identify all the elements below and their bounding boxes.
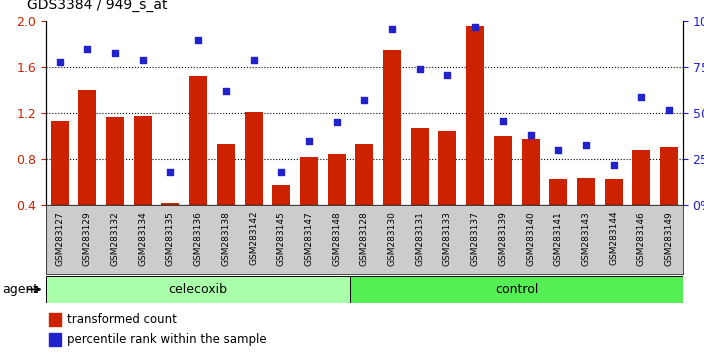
Point: [109, 50, 120, 55]
Text: GSM283143: GSM283143: [582, 211, 591, 266]
Bar: [327, 154, 346, 251]
Text: transformed count: transformed count: [67, 313, 177, 326]
Text: GSM283129: GSM283129: [83, 211, 92, 266]
Bar: [161, 203, 180, 251]
Point: [137, 57, 149, 63]
Bar: [383, 50, 401, 251]
Text: GSM283138: GSM283138: [221, 211, 230, 266]
Text: GSM283127: GSM283127: [55, 211, 64, 266]
Text: agent: agent: [2, 283, 38, 296]
Text: GSM283132: GSM283132: [111, 211, 120, 266]
Point: [663, 107, 674, 113]
Point: [608, 162, 620, 168]
Point: [192, 37, 203, 42]
Bar: [46, 276, 351, 303]
Bar: [466, 26, 484, 251]
Bar: [605, 179, 622, 251]
Point: [54, 59, 65, 64]
Text: GDS3384 / 949_s_at: GDS3384 / 949_s_at: [27, 0, 167, 12]
Bar: [272, 185, 290, 251]
Bar: [660, 147, 678, 251]
Bar: [522, 139, 539, 251]
Text: GSM283141: GSM283141: [554, 211, 562, 266]
Bar: [351, 276, 683, 303]
Text: GSM283149: GSM283149: [665, 211, 674, 266]
Text: GSM283146: GSM283146: [637, 211, 646, 266]
Bar: [78, 90, 96, 251]
Text: GSM283134: GSM283134: [138, 211, 147, 266]
Bar: [49, 313, 61, 326]
Point: [553, 147, 564, 153]
Bar: [134, 115, 152, 251]
Bar: [494, 136, 512, 251]
Bar: [300, 157, 318, 251]
Bar: [51, 121, 68, 251]
Text: GSM283130: GSM283130: [387, 211, 396, 266]
Text: GSM283137: GSM283137: [470, 211, 479, 266]
Bar: [410, 128, 429, 251]
Text: GSM283133: GSM283133: [443, 211, 452, 266]
Text: GSM283148: GSM283148: [332, 211, 341, 266]
Point: [82, 46, 93, 52]
Point: [414, 66, 425, 72]
Bar: [356, 144, 373, 251]
Bar: [106, 117, 124, 251]
Text: GSM283142: GSM283142: [249, 211, 258, 266]
Bar: [577, 178, 595, 251]
Bar: [549, 179, 567, 251]
Text: GSM283147: GSM283147: [304, 211, 313, 266]
Point: [525, 132, 536, 138]
Text: percentile rank within the sample: percentile rank within the sample: [67, 333, 266, 346]
Bar: [189, 76, 207, 251]
Point: [580, 142, 591, 147]
Text: celecoxib: celecoxib: [169, 283, 227, 296]
Bar: [632, 150, 650, 251]
Point: [303, 138, 315, 144]
Bar: [217, 144, 235, 251]
Point: [358, 98, 370, 103]
Point: [386, 26, 398, 32]
Bar: [244, 112, 263, 251]
Text: GSM283144: GSM283144: [609, 211, 618, 266]
Text: GSM283136: GSM283136: [194, 211, 203, 266]
Text: GSM283128: GSM283128: [360, 211, 369, 266]
Text: GSM283139: GSM283139: [498, 211, 508, 266]
Text: control: control: [495, 283, 539, 296]
Text: GSM283140: GSM283140: [526, 211, 535, 266]
Text: GSM283131: GSM283131: [415, 211, 425, 266]
Bar: [439, 131, 456, 251]
Text: GSM283145: GSM283145: [277, 211, 286, 266]
Point: [636, 94, 647, 99]
Text: GSM283135: GSM283135: [166, 211, 175, 266]
Point: [442, 72, 453, 78]
Point: [165, 169, 176, 175]
Point: [248, 57, 259, 63]
Point: [497, 118, 508, 124]
Point: [275, 169, 287, 175]
Point: [331, 120, 342, 125]
Point: [220, 88, 232, 94]
Bar: [49, 333, 61, 346]
Point: [470, 24, 481, 30]
